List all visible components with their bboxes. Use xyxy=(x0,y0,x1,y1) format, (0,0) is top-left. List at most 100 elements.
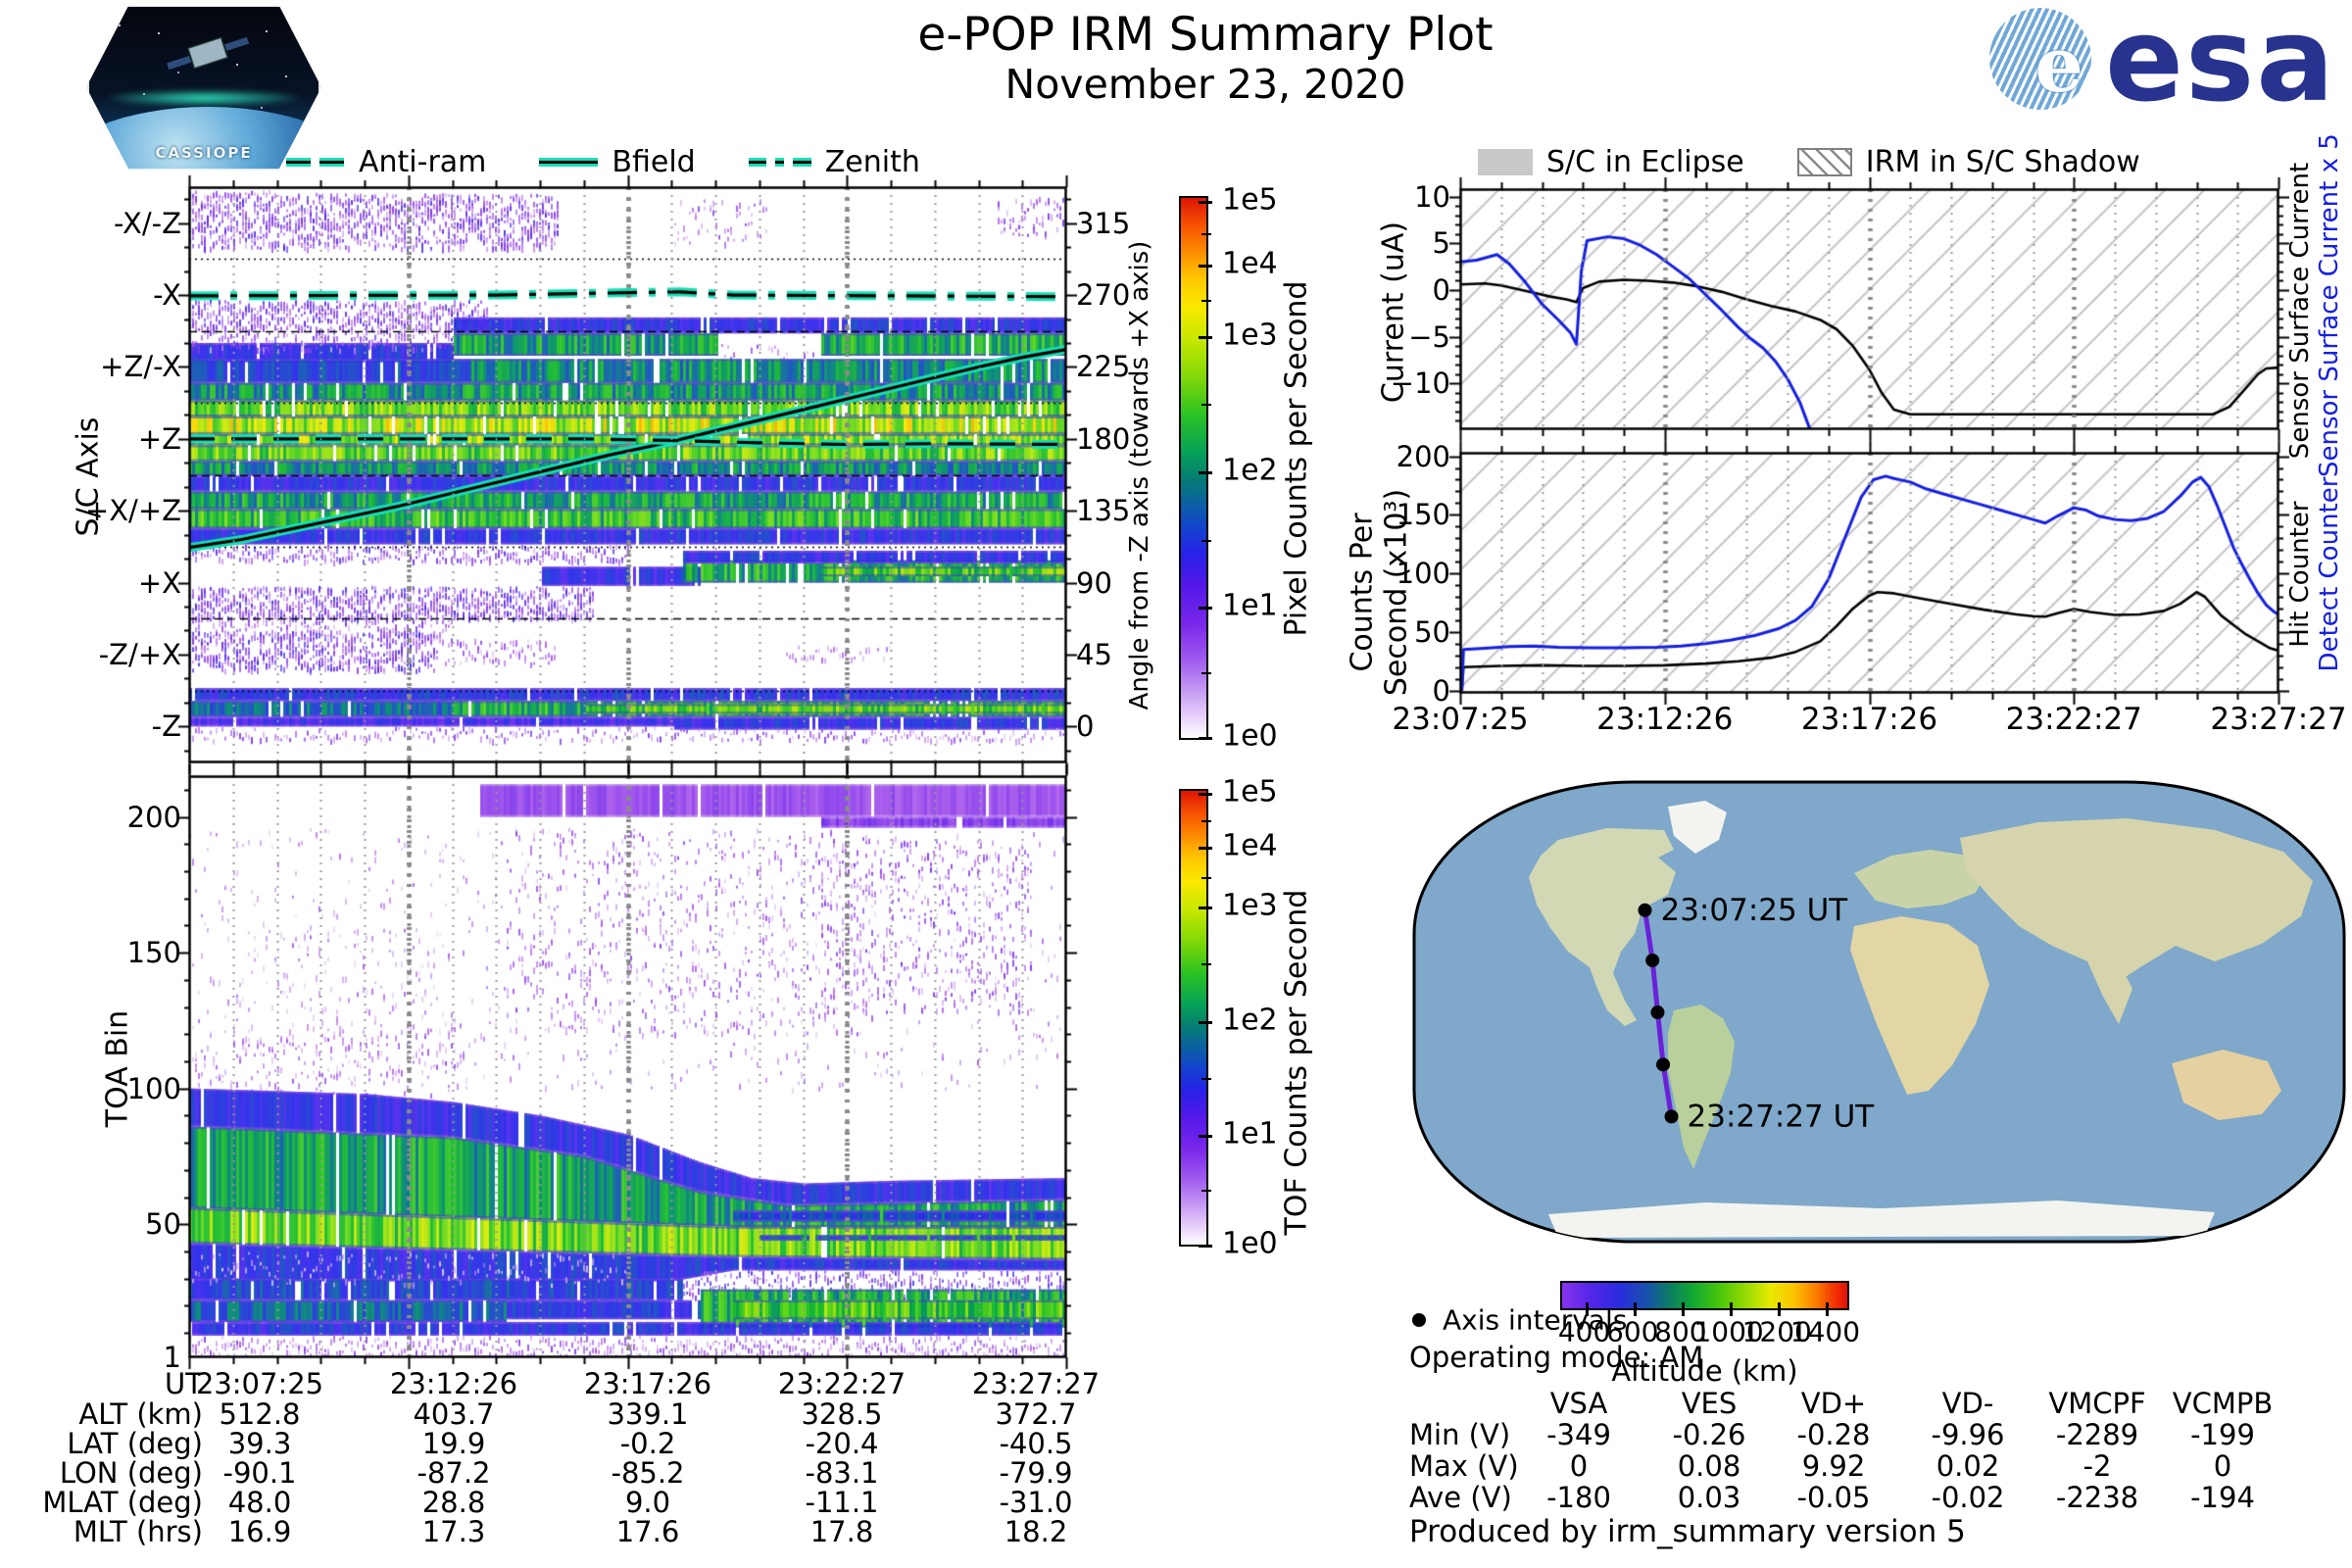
volt-value: -199 xyxy=(2190,1418,2255,1451)
volt-value: -2238 xyxy=(2055,1481,2139,1514)
tick-label: 23:07:25 xyxy=(1392,702,1529,737)
current-line-chart xyxy=(1443,172,2296,447)
toa-spectrogram xyxy=(172,759,1084,1375)
ephemeris-row-label: MLAT (deg) xyxy=(42,1486,203,1519)
sc-axis-row-label: -X/-Z xyxy=(114,206,181,240)
tick-label: 600 xyxy=(1606,1315,1659,1348)
ephemeris-value: -79.9 xyxy=(999,1456,1073,1490)
ephemeris-value: 23:12:26 xyxy=(389,1367,518,1400)
tick-label: 1 xyxy=(163,1341,181,1374)
volt-column-header: VD- xyxy=(1941,1387,1994,1420)
volt-column-header: VCMPB xyxy=(2172,1387,2274,1420)
volt-value: -0.05 xyxy=(1796,1481,1871,1514)
ephemeris-value: 403.7 xyxy=(413,1397,495,1431)
colorbar-minor-tick xyxy=(1201,877,1211,879)
tick-label: 50 xyxy=(145,1207,181,1242)
volt-value: -2289 xyxy=(2055,1418,2139,1451)
ephemeris-value: 39.3 xyxy=(227,1427,292,1460)
operating-mode: Operating mode: AM xyxy=(1409,1341,1704,1374)
altitude-tick xyxy=(1634,1302,1637,1316)
volt-value: 0.03 xyxy=(1677,1481,1741,1514)
sc-axis-row-label: +Z xyxy=(137,421,181,456)
ephemeris-value: 9.0 xyxy=(624,1486,671,1519)
eclipse-swatch-icon xyxy=(1478,149,1533,175)
ephemeris-value: 18.2 xyxy=(1004,1515,1068,1548)
sc-axis-row-label: -Z xyxy=(151,710,181,744)
tick-label: 90 xyxy=(1076,565,1112,600)
ephemeris-value: 23:22:27 xyxy=(777,1367,906,1400)
colorbar-tick xyxy=(1199,1021,1212,1024)
earth-graphic xyxy=(86,106,321,170)
esa-wordmark: esa xyxy=(2105,0,2336,127)
volt-column-header: VSA xyxy=(1549,1387,1608,1420)
ephemeris-value: 17.3 xyxy=(421,1515,486,1548)
tick-label: 1e5 xyxy=(1222,182,1278,218)
altitude-tick xyxy=(1778,1302,1781,1316)
tick-label: 1e2 xyxy=(1222,453,1278,488)
colorbar-tick xyxy=(1199,793,1212,796)
sc-axis-row-label: -Z/+X xyxy=(98,637,181,671)
colorbar-tick xyxy=(1199,847,1212,850)
volt-value: 0 xyxy=(2213,1449,2232,1483)
colorbar-tick xyxy=(1199,607,1212,610)
tof-counts-colorbar xyxy=(1179,789,1212,1248)
esa-globe-icon: e xyxy=(1989,8,2091,110)
ephemeris-value: -20.4 xyxy=(805,1427,879,1460)
tick-label: 0 xyxy=(1076,710,1095,744)
ephemeris-value: -31.0 xyxy=(999,1486,1073,1519)
tick-label: 100 xyxy=(1396,557,1450,591)
ephemeris-value: 339.1 xyxy=(607,1397,689,1431)
tick-label: 1e4 xyxy=(1222,828,1278,863)
tick-label: 1e2 xyxy=(1222,1003,1278,1038)
colorbar-tick xyxy=(1199,1245,1212,1248)
tick-label: 800 xyxy=(1654,1315,1707,1348)
ephemeris-row-label: ALT (km) xyxy=(78,1397,203,1431)
ephemeris-value: 48.0 xyxy=(227,1486,292,1519)
volt-value: 0 xyxy=(1569,1449,1589,1483)
tick-label: 23:27:27 xyxy=(2210,702,2347,737)
tick-label: 45 xyxy=(1076,637,1112,671)
volt-value: -194 xyxy=(2190,1481,2255,1514)
colorbar-minor-tick xyxy=(1201,300,1211,302)
ephemeris-value: 23:17:26 xyxy=(583,1367,712,1400)
tick-label: 1e1 xyxy=(1222,588,1278,623)
tick-label: 315 xyxy=(1076,206,1131,240)
tick-label: 1000 xyxy=(1693,1315,1764,1348)
tick-label: 135 xyxy=(1076,494,1131,528)
sc-axis-row-label: +X xyxy=(137,565,181,600)
tick-label: −5 xyxy=(1408,319,1450,354)
colorbar-tick xyxy=(1199,336,1212,339)
tick-label: 10 xyxy=(1414,179,1450,214)
colorbar-minor-tick xyxy=(1201,540,1211,542)
ephemeris-value: 23:27:27 xyxy=(971,1367,1101,1400)
sc-axis-spectrogram xyxy=(172,170,1084,780)
ephemeris-value: -90.1 xyxy=(222,1456,297,1490)
sc-axis-row-label: +Z/-X xyxy=(100,350,181,384)
tick-label: 5 xyxy=(1432,226,1450,261)
counts-line-chart xyxy=(1443,435,2296,710)
tick-label: 1e3 xyxy=(1222,888,1278,923)
volt-value: -349 xyxy=(1546,1418,1611,1451)
ephemeris-value: -87.2 xyxy=(416,1456,491,1490)
colorbar-tick xyxy=(1199,906,1212,909)
ephemeris-value: 328.5 xyxy=(801,1397,883,1431)
aurora-graphic xyxy=(107,90,301,107)
colorbar-tick xyxy=(1199,201,1212,204)
cassiope-mission-patch: CASSIOPE xyxy=(86,5,321,170)
ephemeris-value: 512.8 xyxy=(219,1397,301,1431)
colorbar-minor-tick xyxy=(1201,1078,1211,1080)
track-end-time: 23:27:27 UT xyxy=(1688,1099,1876,1134)
ephemeris-value: -11.1 xyxy=(805,1486,879,1519)
altitude-tick xyxy=(1586,1302,1589,1316)
page-title: e-POP IRM Summary Plot xyxy=(917,8,1494,62)
volt-value: -2 xyxy=(2082,1449,2112,1483)
axis-interval-dot xyxy=(1664,1109,1679,1124)
tick-label: 0 xyxy=(1432,673,1450,708)
volt-value: -0.28 xyxy=(1796,1418,1871,1451)
tick-label: 200 xyxy=(126,800,181,834)
tick-label: 1e1 xyxy=(1222,1116,1278,1152)
tick-label: 1e5 xyxy=(1222,774,1278,809)
tick-label: 100 xyxy=(126,1071,181,1105)
volt-value: 0.02 xyxy=(1936,1449,2000,1483)
